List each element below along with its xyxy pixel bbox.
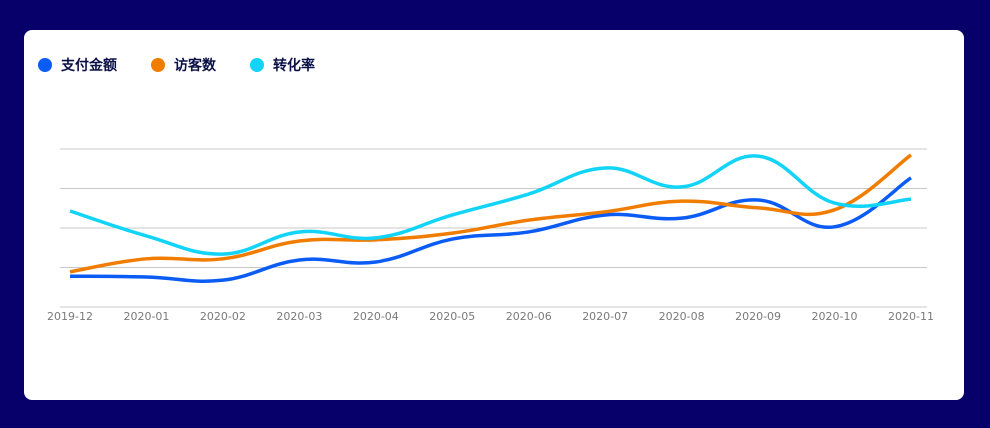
legend-item-conversion[interactable]: 转化率 — [250, 55, 315, 75]
x-tick-label: 2020-10 — [812, 310, 858, 323]
x-tick-label: 2020-03 — [276, 310, 322, 323]
legend-item-visitors[interactable]: 访客数 — [151, 55, 216, 75]
legend-dot-icon — [250, 58, 264, 72]
chart-legend: 支付金额 访客数 转化率 — [38, 55, 349, 75]
x-tick-label: 2019-12 — [47, 310, 93, 323]
x-tick-label: 2020-04 — [353, 310, 399, 323]
series-line-1[interactable] — [69, 153, 913, 274]
series-line-0[interactable] — [69, 176, 912, 283]
x-tick-label: 2020-01 — [123, 310, 169, 323]
x-tick-label: 2020-09 — [735, 310, 781, 323]
x-tick-label: 2020-08 — [659, 310, 705, 323]
x-tick-label: 2020-06 — [506, 310, 552, 323]
legend-dot-icon — [151, 58, 165, 72]
legend-item-payment[interactable]: 支付金额 — [38, 55, 117, 75]
x-tick-label: 2020-02 — [200, 310, 246, 323]
legend-label: 支付金额 — [61, 58, 117, 74]
x-tick-label: 2020-05 — [429, 310, 475, 323]
x-tick-label: 2020-11 — [888, 310, 934, 323]
series-line-2[interactable] — [69, 154, 912, 256]
x-tick-label: 2020-07 — [582, 310, 628, 323]
legend-label: 转化率 — [273, 58, 315, 74]
legend-label: 访客数 — [174, 58, 216, 74]
legend-dot-icon — [38, 58, 52, 72]
